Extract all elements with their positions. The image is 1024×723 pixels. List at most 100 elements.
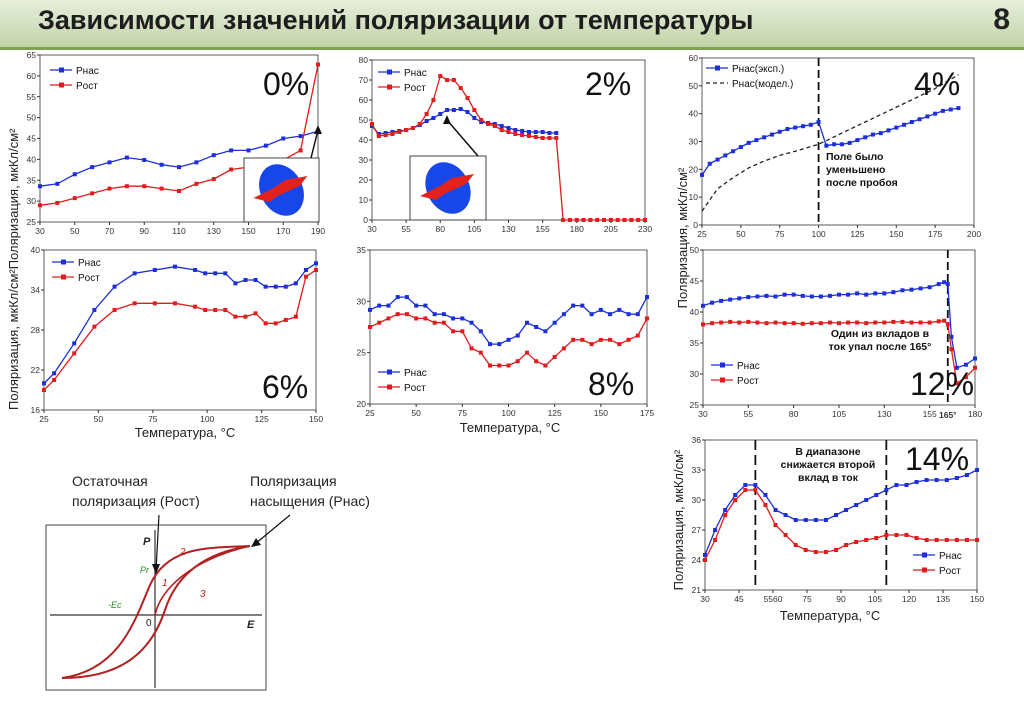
data-point bbox=[636, 218, 641, 222]
data-point bbox=[533, 135, 538, 139]
data-point bbox=[894, 483, 899, 487]
data-point bbox=[55, 181, 60, 186]
data-point bbox=[914, 480, 919, 484]
data-point bbox=[635, 333, 640, 338]
inset-arrow bbox=[446, 119, 479, 157]
data-point bbox=[864, 538, 869, 542]
x-tick-label: 50 bbox=[70, 226, 80, 236]
branch-2-label: 2 bbox=[179, 547, 186, 558]
x-tick-label: 125 bbox=[255, 414, 269, 424]
legend-marker bbox=[61, 259, 66, 265]
legend-label: Pнас bbox=[939, 551, 962, 562]
data-point bbox=[404, 295, 409, 300]
data-point bbox=[390, 132, 395, 136]
data-point bbox=[383, 133, 388, 137]
data-point bbox=[561, 312, 566, 317]
x-tick-label: 150 bbox=[970, 594, 984, 604]
data-point bbox=[540, 136, 545, 140]
data-point bbox=[293, 314, 298, 319]
data-point bbox=[874, 493, 879, 497]
data-point bbox=[785, 126, 790, 131]
data-point bbox=[864, 292, 869, 297]
data-point bbox=[763, 503, 768, 507]
legend-marker bbox=[387, 369, 392, 375]
data-point bbox=[924, 478, 929, 482]
y-tick-label: 30 bbox=[359, 155, 369, 165]
saturation-label-line2: насыщения (Pнас) bbox=[250, 493, 370, 509]
data-point bbox=[194, 181, 199, 186]
data-point bbox=[793, 125, 798, 130]
data-point bbox=[855, 291, 860, 296]
data-point bbox=[891, 290, 896, 295]
x-tick-label: 125 bbox=[548, 408, 562, 418]
data-point bbox=[833, 548, 838, 552]
data-point bbox=[900, 319, 905, 324]
data-point bbox=[602, 218, 607, 222]
data-point bbox=[42, 388, 46, 392]
legend-label: Pнас(модел.) bbox=[732, 79, 793, 90]
data-point bbox=[460, 329, 465, 334]
data-point bbox=[954, 381, 959, 386]
x-tick-label: 180 bbox=[968, 409, 982, 419]
x-tick-label: 120 bbox=[902, 594, 916, 604]
x-tick-label: 150 bbox=[241, 226, 255, 236]
data-point bbox=[368, 325, 372, 329]
data-point bbox=[701, 303, 705, 308]
y-tick-label: 30 bbox=[690, 369, 700, 379]
data-point bbox=[395, 295, 400, 300]
data-point bbox=[818, 321, 823, 326]
data-point bbox=[445, 108, 450, 112]
y-tick-label: 50 bbox=[27, 113, 37, 123]
data-point bbox=[520, 129, 525, 133]
data-point bbox=[818, 294, 823, 299]
data-point bbox=[864, 321, 869, 326]
legend-label: Pнас bbox=[404, 68, 427, 79]
y-tick-label: 0 bbox=[363, 215, 368, 225]
data-point bbox=[832, 142, 837, 147]
legend-marker bbox=[59, 67, 64, 73]
data-point bbox=[543, 329, 548, 334]
y-tick-label: 35 bbox=[690, 338, 700, 348]
data-point bbox=[534, 325, 539, 329]
data-point bbox=[917, 117, 922, 122]
x-tick-label: 25 bbox=[39, 414, 49, 424]
data-point bbox=[945, 322, 950, 327]
data-point bbox=[833, 513, 838, 517]
data-point bbox=[431, 98, 436, 102]
data-point bbox=[839, 142, 844, 147]
doping-label: 12% bbox=[910, 366, 974, 402]
data-point bbox=[211, 177, 216, 182]
x-tick-label: 80 bbox=[789, 409, 799, 419]
legend-label: Pост bbox=[404, 83, 426, 94]
series-line-sat bbox=[704, 469, 978, 556]
data-point bbox=[159, 162, 164, 167]
ec-mark: -Ec bbox=[108, 600, 122, 610]
data-point bbox=[954, 538, 959, 542]
data-point bbox=[873, 320, 878, 325]
data-point bbox=[424, 112, 429, 116]
data-point bbox=[479, 118, 484, 122]
remanent-arrowhead bbox=[152, 564, 160, 574]
legend-marker bbox=[387, 84, 392, 90]
data-point bbox=[547, 131, 552, 135]
data-point bbox=[526, 130, 531, 134]
data-point bbox=[809, 294, 814, 299]
data-point bbox=[844, 543, 849, 547]
data-point bbox=[263, 284, 268, 289]
data-point bbox=[719, 320, 724, 325]
data-point bbox=[949, 347, 954, 352]
data-point bbox=[703, 558, 707, 562]
data-point bbox=[963, 375, 968, 380]
data-point bbox=[595, 218, 600, 222]
data-point bbox=[700, 172, 704, 177]
data-point bbox=[791, 292, 796, 297]
data-point bbox=[975, 468, 979, 472]
data-point bbox=[281, 136, 286, 141]
x-tick-label: 155 bbox=[536, 224, 550, 234]
data-point bbox=[580, 303, 585, 308]
data-point bbox=[783, 513, 788, 517]
x-tick-label: 105 bbox=[832, 409, 846, 419]
data-point bbox=[423, 316, 428, 321]
data-point bbox=[645, 316, 649, 321]
x-tick-label: 105 bbox=[868, 594, 882, 604]
